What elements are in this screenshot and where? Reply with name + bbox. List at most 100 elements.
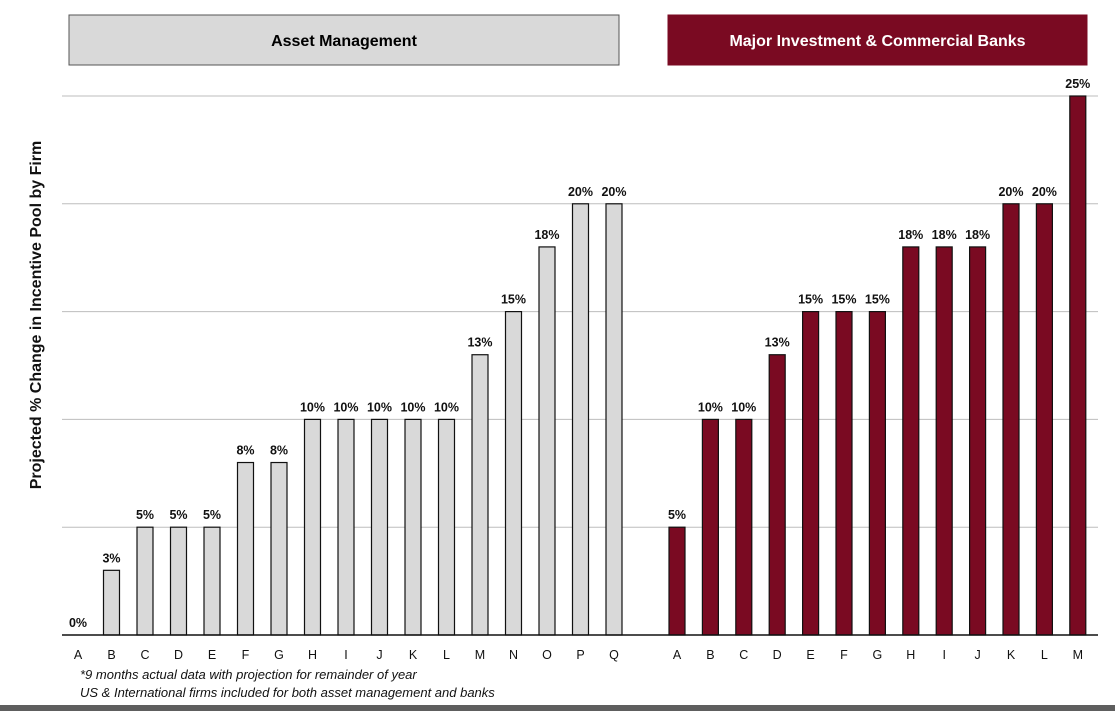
y-axis-label: Projected % Change in Incentive Pool by … — [28, 141, 45, 490]
bar-1-M — [471, 354, 489, 636]
bar-1-P — [571, 203, 590, 636]
value-label-1-G: 8% — [270, 444, 288, 458]
bar-2-C — [735, 418, 753, 636]
panel-title-1: Asset Management — [271, 33, 417, 50]
bar-1-H — [303, 418, 322, 636]
bar-1-B — [102, 569, 121, 636]
value-label-2-M: 25% — [1065, 77, 1090, 91]
bar-2-E — [801, 311, 820, 636]
value-label-2-K: 20% — [998, 185, 1023, 199]
category-label-1-N: N — [509, 648, 518, 662]
bar-1-Q — [605, 203, 623, 636]
value-label-2-J: 18% — [965, 228, 990, 242]
bottom-rule — [0, 705, 1115, 711]
bar-1-D — [169, 526, 188, 636]
category-label-2-I: I — [942, 648, 945, 662]
value-label-1-L: 10% — [434, 400, 459, 414]
value-label-1-H: 10% — [300, 400, 325, 414]
value-labels: 0% 3% 5% 5% 5% 8% 8% 10% 10% 10% 10% 10% 13% 15% 18% 20… — [69, 77, 1090, 630]
bars — [102, 95, 1087, 636]
bar-1-F — [236, 461, 255, 636]
category-label-1-A: A — [74, 648, 83, 662]
category-label-1-L: L — [443, 648, 450, 662]
value-label-2-E: 15% — [798, 293, 823, 307]
category-label-1-G: G — [274, 648, 284, 662]
category-label-1-C: C — [140, 648, 149, 662]
value-label-2-F: 15% — [831, 293, 856, 307]
value-label-2-H: 18% — [898, 228, 923, 242]
category-label-2-A: A — [673, 648, 682, 662]
category-label-2-G: G — [873, 648, 883, 662]
category-label-1-M: M — [475, 648, 485, 662]
value-label-1-C: 5% — [136, 508, 154, 522]
category-label-2-J: J — [974, 648, 980, 662]
value-label-2-D: 13% — [765, 336, 790, 350]
panel-headers: Asset Management Major Investment & Comme… — [68, 14, 1088, 66]
value-label-1-P: 20% — [568, 185, 593, 199]
value-label-2-I: 18% — [932, 228, 957, 242]
bar-2-B — [701, 418, 720, 636]
bar-2-K — [1002, 203, 1020, 636]
bar-1-N — [504, 311, 523, 636]
category-label-2-F: F — [840, 648, 848, 662]
bar-2-M — [1069, 95, 1087, 636]
bar-2-L — [1035, 203, 1054, 636]
value-label-1-J: 10% — [367, 400, 392, 414]
value-label-1-O: 18% — [534, 228, 559, 242]
value-label-1-F: 8% — [236, 444, 254, 458]
category-label-1-B: B — [107, 648, 115, 662]
value-label-1-D: 5% — [169, 508, 187, 522]
value-label-1-I: 10% — [333, 400, 358, 414]
panel-title-2: Major Investment & Commercial Banks — [729, 33, 1025, 50]
category-label-1-F: F — [242, 648, 250, 662]
value-label-1-E: 5% — [203, 508, 221, 522]
category-label-2-L: L — [1041, 648, 1048, 662]
category-label-2-K: K — [1007, 648, 1016, 662]
footnote-firms-included: US & International firms included for bo… — [80, 685, 495, 700]
bar-1-O — [538, 246, 556, 636]
category-label-1-P: P — [576, 648, 584, 662]
bar-1-G — [270, 461, 288, 636]
bar-1-L — [437, 418, 456, 636]
bar-1-K — [404, 418, 422, 636]
category-label-2-D: D — [773, 648, 782, 662]
value-label-2-G: 15% — [865, 293, 890, 307]
category-label-1-Q: Q — [609, 648, 619, 662]
category-label-1-K: K — [409, 648, 418, 662]
value-label-1-Q: 20% — [601, 185, 626, 199]
footnote-actual-data: *9 months actual data with projection fo… — [80, 667, 417, 682]
category-label-2-H: H — [906, 648, 915, 662]
value-label-1-N: 15% — [501, 293, 526, 307]
category-label-2-M: M — [1073, 648, 1083, 662]
bar-1-I — [337, 418, 355, 636]
panel-header-box-1 — [68, 14, 620, 66]
value-label-2-B: 10% — [698, 400, 723, 414]
category-label-1-O: O — [542, 648, 552, 662]
bar-1-C — [136, 526, 154, 636]
bar-1-J — [370, 418, 389, 636]
category-label-2-B: B — [706, 648, 714, 662]
bar-2-I — [935, 246, 953, 636]
bar-2-D — [768, 354, 786, 636]
value-label-2-A: 5% — [668, 508, 686, 522]
value-label-1-K: 10% — [400, 400, 425, 414]
category-label-1-I: I — [344, 648, 347, 662]
category-label-1-E: E — [208, 648, 216, 662]
value-label-1-B: 3% — [102, 551, 120, 565]
category-label-1-J: J — [376, 648, 382, 662]
value-label-1-A: 0% — [69, 616, 87, 630]
category-label-1-H: H — [308, 648, 317, 662]
category-label-2-C: C — [739, 648, 748, 662]
bar-2-G — [868, 311, 887, 636]
bar-2-J — [968, 246, 987, 636]
panel-header-box-2 — [667, 14, 1088, 66]
category-label-1-D: D — [174, 648, 183, 662]
bar-1-E — [203, 526, 221, 636]
bar-2-A — [668, 526, 686, 636]
bar-2-H — [902, 246, 920, 636]
value-label-2-L: 20% — [1032, 185, 1057, 199]
bar-2-F — [835, 311, 853, 636]
category-label-2-E: E — [806, 648, 814, 662]
